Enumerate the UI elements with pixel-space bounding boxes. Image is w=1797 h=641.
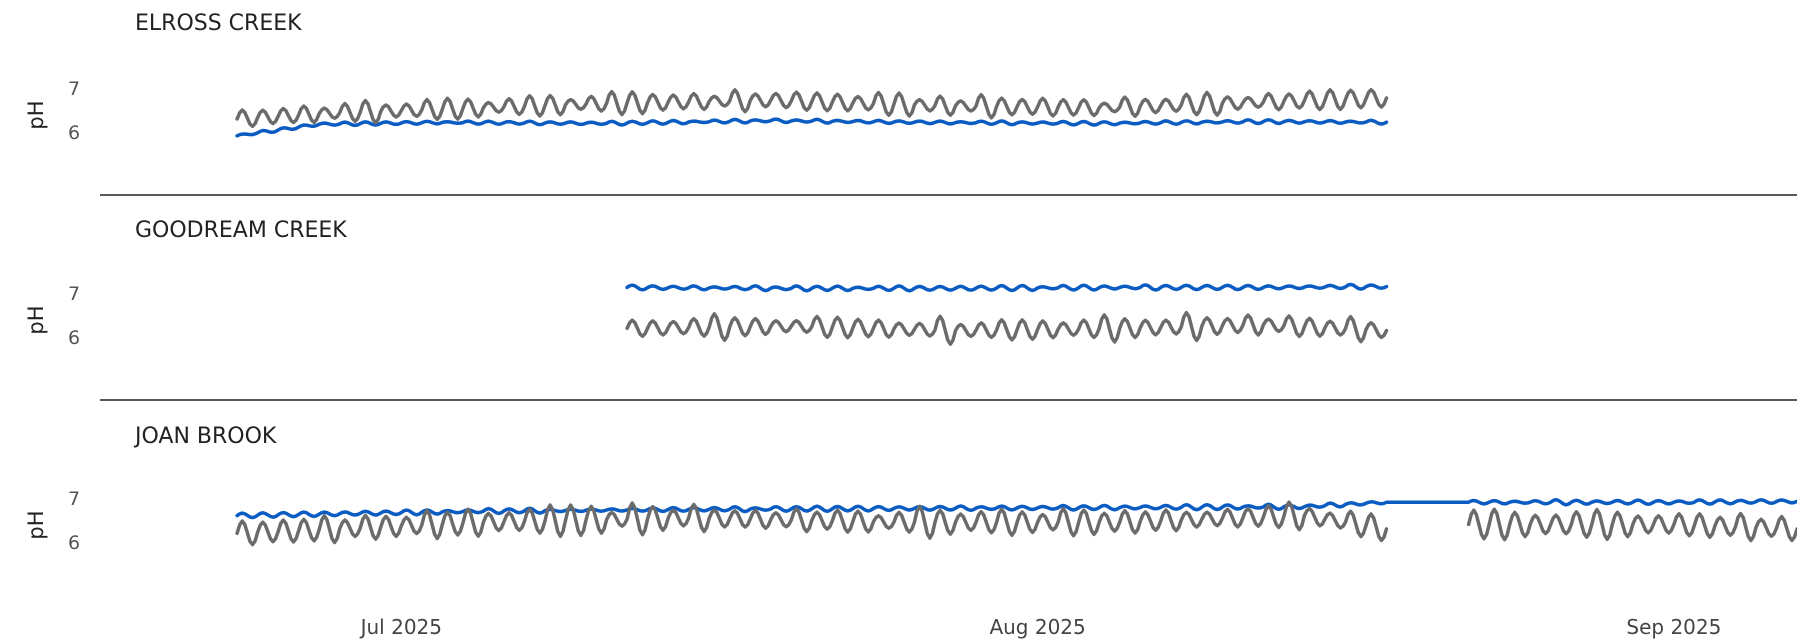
y-axis-label: pH: [24, 305, 48, 334]
series-line: [235, 500, 1389, 547]
panel-title: GOODREAM CREEK: [135, 218, 347, 243]
y-axis-label: pH: [24, 510, 48, 539]
y-tick-label: 6: [68, 532, 80, 554]
series-line: [235, 87, 1389, 129]
series-line: [235, 497, 1797, 520]
y-axis-label: pH: [24, 100, 48, 129]
x-tick-label: Sep 2025: [1626, 615, 1721, 639]
series-line: [1466, 507, 1797, 543]
x-tick-label: Aug 2025: [989, 615, 1085, 639]
panel-title: ELROSS CREEK: [135, 11, 302, 36]
series-line: [625, 282, 1389, 293]
x-tick-label: Jul 2025: [359, 615, 442, 639]
y-tick-label: 7: [68, 78, 80, 100]
panel-title: JOAN BROOK: [133, 424, 277, 449]
panel-joan-brook: JOAN BROOK pH 6 7: [24, 424, 1797, 554]
y-tick-label: 7: [68, 488, 80, 510]
series-line: [625, 310, 1389, 346]
y-tick-label: 7: [68, 283, 80, 305]
panel-goodream-creek: GOODREAM CREEK pH 6 7: [24, 218, 1797, 401]
y-tick-label: 6: [68, 327, 80, 349]
panel-elross-creek: ELROSS CREEK pH 6 7: [24, 11, 1797, 196]
y-tick-label: 6: [68, 122, 80, 144]
series-line: [235, 117, 1389, 138]
